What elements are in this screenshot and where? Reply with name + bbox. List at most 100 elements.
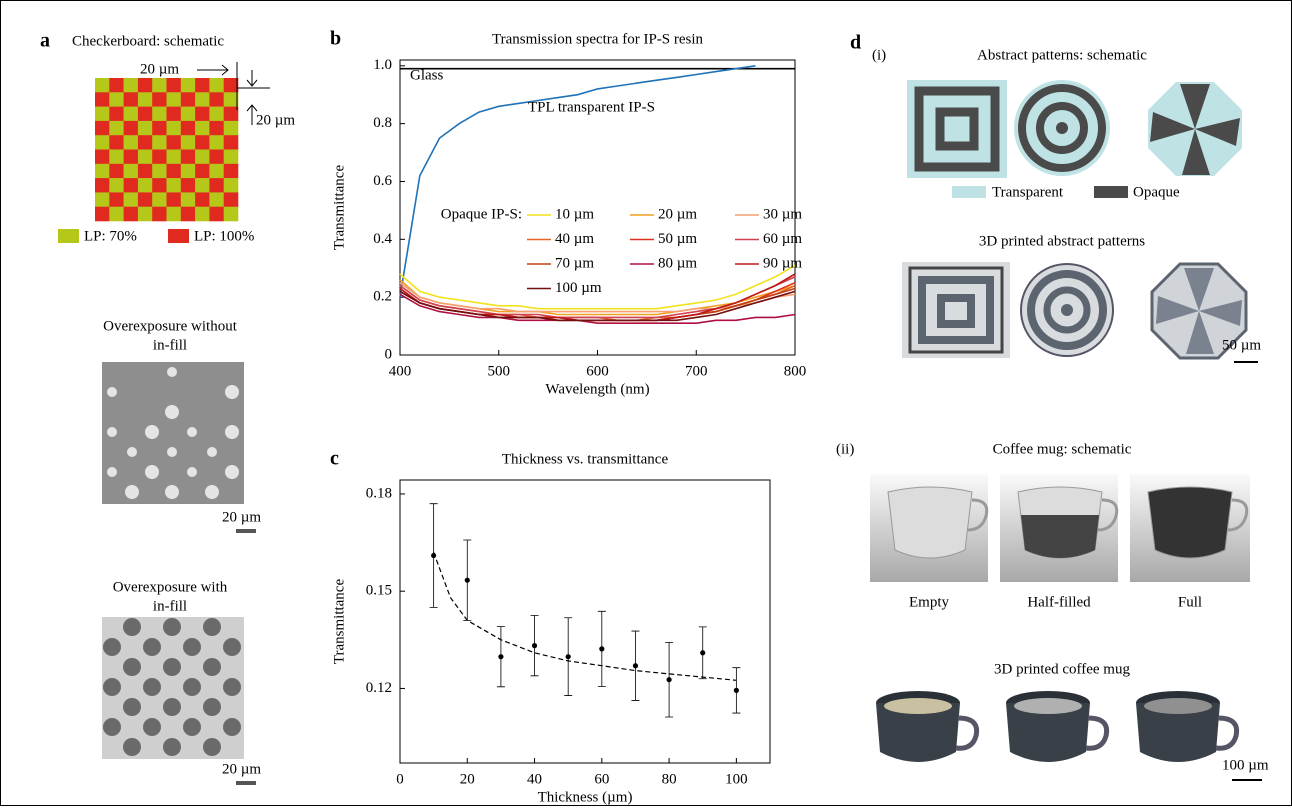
cell bbox=[152, 206, 167, 222]
cell bbox=[223, 149, 239, 165]
cell bbox=[195, 206, 210, 222]
x-axis-label: Thickness (µm) bbox=[538, 789, 633, 805]
legend-label: 60 µm bbox=[763, 231, 802, 247]
cell bbox=[209, 206, 224, 222]
micrograph-bg bbox=[102, 617, 244, 759]
cell bbox=[137, 106, 153, 122]
cell bbox=[180, 135, 196, 150]
cell bbox=[223, 106, 239, 122]
cell bbox=[109, 135, 124, 150]
cell bbox=[152, 78, 167, 93]
cell bbox=[95, 149, 110, 165]
legend-label: 100 µm bbox=[555, 280, 602, 296]
micrograph-title: in-fill bbox=[153, 598, 187, 614]
cell bbox=[166, 149, 182, 165]
fit-line bbox=[433, 552, 737, 681]
micrograph-spot bbox=[123, 738, 141, 756]
x-tick-label: 20 bbox=[460, 771, 475, 787]
micrograph-spot bbox=[203, 658, 221, 676]
cell bbox=[152, 135, 167, 150]
cell bbox=[180, 78, 196, 93]
micrograph-spot bbox=[183, 718, 201, 736]
cell bbox=[137, 149, 153, 165]
micrograph-spot bbox=[107, 427, 117, 437]
cell bbox=[195, 149, 210, 165]
cell bbox=[137, 120, 153, 136]
cell bbox=[137, 206, 153, 222]
panel-label: c bbox=[330, 448, 339, 470]
cell bbox=[152, 178, 167, 193]
printed-patterns bbox=[902, 262, 1248, 360]
micrograph-spot bbox=[167, 367, 177, 377]
cell bbox=[180, 92, 196, 107]
cell bbox=[223, 206, 239, 222]
cell bbox=[195, 92, 210, 107]
data-point bbox=[531, 643, 538, 649]
cell bbox=[123, 120, 139, 136]
cell bbox=[123, 178, 139, 193]
cell bbox=[152, 192, 167, 207]
cell bbox=[195, 106, 210, 122]
cell bbox=[95, 106, 110, 122]
cell bbox=[109, 163, 124, 179]
cell bbox=[152, 149, 167, 165]
y-axis-label: Transmittance bbox=[331, 165, 347, 251]
micrograph-spot bbox=[205, 485, 219, 499]
cell bbox=[109, 78, 124, 93]
micrograph-spot bbox=[183, 638, 201, 656]
cell bbox=[123, 163, 139, 179]
cell bbox=[166, 178, 182, 193]
micrograph-spot bbox=[203, 738, 221, 756]
micrograph-spot bbox=[187, 467, 197, 477]
cell bbox=[123, 106, 139, 122]
cell bbox=[195, 178, 210, 193]
cell bbox=[209, 78, 224, 93]
micrograph-title: Overexposure with bbox=[113, 579, 228, 595]
cell bbox=[152, 163, 167, 179]
cell bbox=[195, 120, 210, 136]
cell bbox=[180, 178, 196, 193]
cell bbox=[123, 92, 139, 107]
cell bbox=[166, 78, 182, 93]
y-tick-label: 0.8 bbox=[373, 115, 392, 131]
caption: Empty bbox=[909, 594, 949, 610]
cell bbox=[180, 106, 196, 122]
cell bbox=[223, 163, 239, 179]
dimension-arrows bbox=[197, 62, 270, 125]
cell bbox=[209, 163, 224, 179]
micrograph-spot bbox=[145, 465, 159, 479]
micrograph-spot bbox=[103, 678, 121, 696]
series-line bbox=[399, 290, 796, 322]
series-line bbox=[399, 264, 796, 310]
printed-mugs bbox=[876, 691, 1240, 762]
data-point bbox=[431, 552, 437, 559]
micrograph-spot bbox=[165, 485, 179, 499]
series-line bbox=[399, 65, 756, 298]
legend-label: LP: 70% bbox=[84, 228, 137, 244]
x-tick-label: 40 bbox=[527, 771, 542, 787]
data-point bbox=[733, 687, 739, 693]
micrograph-spot bbox=[143, 638, 161, 656]
legend-swatch bbox=[1094, 186, 1128, 198]
cell bbox=[209, 192, 224, 207]
cell bbox=[209, 178, 224, 193]
data-point bbox=[498, 654, 504, 660]
panel-title: Checkerboard: schematic bbox=[72, 33, 224, 49]
chart-title: Transmission spectra for IP-S resin bbox=[492, 31, 704, 47]
cell bbox=[180, 149, 196, 165]
micrograph-spot bbox=[163, 698, 181, 716]
micrograph-spot bbox=[123, 658, 141, 676]
y-tick-label: 1.0 bbox=[373, 57, 392, 73]
x-tick-label: 0 bbox=[396, 771, 404, 787]
cell bbox=[166, 135, 182, 150]
micrograph-spot bbox=[225, 385, 239, 399]
part-subtitle: 3D printed coffee mug bbox=[994, 661, 1130, 677]
micrograph-spot bbox=[103, 638, 121, 656]
cell bbox=[109, 149, 124, 165]
scale-label: 20 µm bbox=[222, 761, 261, 777]
x-tick-label: 800 bbox=[784, 363, 807, 379]
y-tick-label: 0.6 bbox=[373, 173, 392, 189]
micrograph-spot bbox=[203, 618, 221, 636]
